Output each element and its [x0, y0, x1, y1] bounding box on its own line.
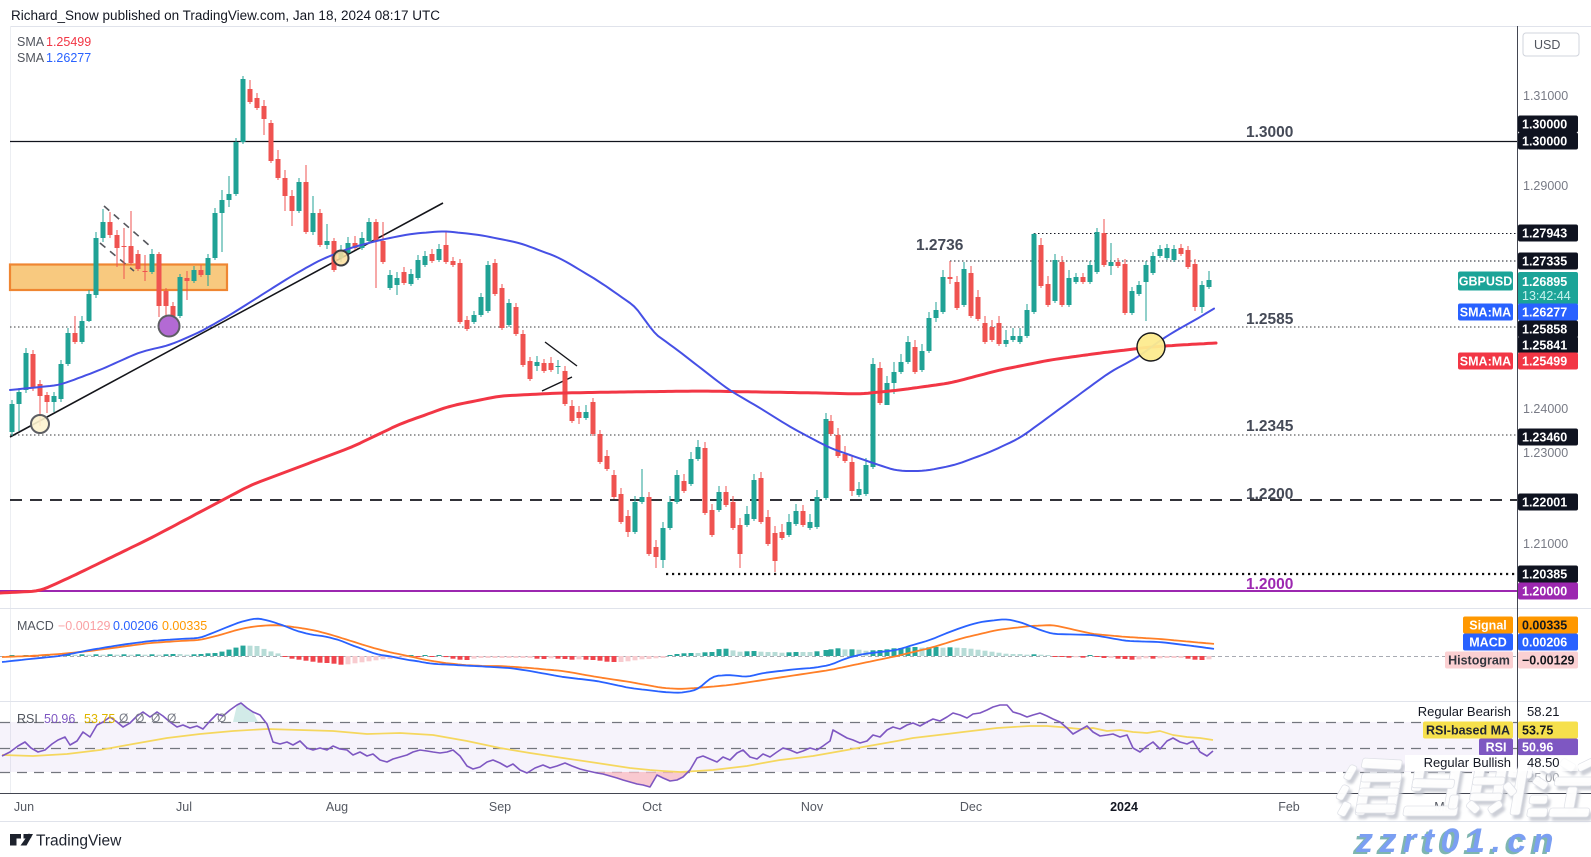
svg-text:48.50: 48.50 [1527, 755, 1560, 770]
svg-text:Dec: Dec [960, 800, 982, 814]
svg-text:Richard_Snow published on Trad: Richard_Snow published on TradingView.co… [11, 8, 440, 23]
svg-text:1.26277: 1.26277 [46, 51, 91, 65]
svg-text:Ø: Ø [217, 711, 226, 725]
svg-text:GBPUSD: GBPUSD [1459, 275, 1512, 289]
svg-text:1.26277: 1.26277 [1522, 306, 1567, 320]
svg-text:1.2200: 1.2200 [1246, 486, 1293, 503]
svg-text:1.24000: 1.24000 [1523, 402, 1568, 416]
svg-text:1.21000: 1.21000 [1523, 537, 1568, 551]
svg-text:Histogram: Histogram [1448, 654, 1510, 668]
svg-text:RSI-based MA: RSI-based MA [1426, 724, 1510, 738]
svg-text:Regular Bullish: Regular Bullish [1424, 755, 1511, 770]
svg-text:Ø: Ø [135, 711, 144, 725]
svg-text:Nov: Nov [801, 800, 824, 814]
svg-text:1.30000: 1.30000 [1522, 118, 1567, 132]
svg-text:2024: 2024 [1110, 800, 1138, 814]
svg-text:−0.00129: −0.00129 [58, 619, 111, 633]
svg-text:USD: USD [1534, 38, 1560, 52]
svg-text:0.00335: 0.00335 [162, 619, 207, 633]
svg-text:50.96: 50.96 [44, 712, 75, 726]
svg-text:0.00206: 0.00206 [113, 619, 158, 633]
svg-text:1.2736: 1.2736 [916, 237, 964, 254]
svg-text:1.23460: 1.23460 [1522, 431, 1567, 445]
svg-text:1.2585: 1.2585 [1246, 311, 1294, 328]
svg-text:Aug: Aug [326, 800, 348, 814]
svg-text:1.25841: 1.25841 [1522, 339, 1567, 353]
svg-text:−0.00129: −0.00129 [1522, 654, 1575, 668]
svg-text:1.25499: 1.25499 [46, 35, 91, 49]
svg-text:0.00335: 0.00335 [1522, 619, 1567, 633]
svg-text:MACD: MACD [17, 619, 54, 633]
svg-text:1.31000: 1.31000 [1523, 89, 1568, 103]
svg-text:53.75: 53.75 [84, 712, 115, 726]
svg-text:50.96: 50.96 [1522, 741, 1553, 755]
svg-text:1.26895: 1.26895 [1522, 275, 1567, 289]
svg-text:Feb: Feb [1278, 800, 1300, 814]
svg-text:Ø: Ø [119, 711, 128, 725]
svg-text:zzrt01.cn: zzrt01.cn [1352, 824, 1557, 857]
svg-text:SMA:MA: SMA:MA [1460, 355, 1511, 369]
svg-text:1.30000: 1.30000 [1522, 135, 1567, 149]
svg-text:13:42:44: 13:42:44 [1522, 289, 1571, 303]
svg-text:1.23000: 1.23000 [1523, 446, 1568, 460]
svg-text:0.00206: 0.00206 [1522, 636, 1567, 650]
svg-text:Jul: Jul [176, 800, 192, 814]
svg-text:1.25858: 1.25858 [1522, 323, 1567, 337]
svg-text:1.20000: 1.20000 [1522, 585, 1567, 599]
svg-text:1.22001: 1.22001 [1522, 496, 1567, 510]
svg-text:Ø: Ø [167, 711, 176, 725]
svg-text:Signal: Signal [1469, 619, 1507, 633]
svg-text:Oct: Oct [642, 800, 662, 814]
svg-text:SMA: SMA [17, 35, 45, 49]
svg-text:SMA:MA: SMA:MA [1460, 306, 1511, 320]
svg-text:1.27943: 1.27943 [1522, 227, 1567, 241]
svg-text:MACD: MACD [1469, 636, 1507, 650]
svg-text:58.21: 58.21 [1527, 704, 1560, 719]
svg-text:1.27335: 1.27335 [1522, 255, 1567, 269]
svg-text:1.2345: 1.2345 [1246, 418, 1294, 435]
svg-text:Regular Bearish: Regular Bearish [1418, 704, 1511, 719]
svg-text:1.25499: 1.25499 [1522, 355, 1567, 369]
svg-text:53.75: 53.75 [1522, 724, 1553, 738]
svg-text:Ø: Ø [151, 711, 160, 725]
svg-text:1.3000: 1.3000 [1246, 124, 1293, 141]
svg-text:Jun: Jun [14, 800, 34, 814]
svg-text:RSI: RSI [17, 712, 38, 726]
svg-text:TradingView: TradingView [36, 833, 122, 850]
svg-text:SMA: SMA [17, 51, 45, 65]
svg-text:Sep: Sep [489, 800, 511, 814]
svg-text:1.2000: 1.2000 [1246, 576, 1293, 593]
svg-text:1.29000: 1.29000 [1523, 179, 1568, 193]
svg-text:zzrt01.cn: zzrt01.cn [1355, 822, 1560, 857]
svg-text:RSI: RSI [1486, 741, 1507, 755]
svg-text:1.20385: 1.20385 [1522, 568, 1567, 582]
